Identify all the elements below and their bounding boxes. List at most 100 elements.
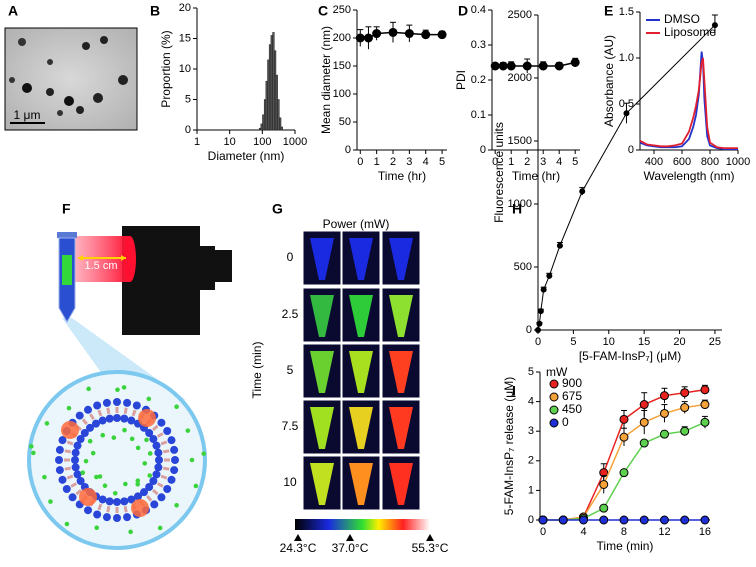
cargo — [142, 461, 148, 466]
thermal-tube — [389, 295, 413, 337]
lipid-head — [154, 448, 163, 457]
data-point — [639, 417, 649, 427]
legend-swatch — [549, 392, 559, 402]
lipid-tail — [89, 413, 95, 421]
x-tick-label: 5 — [439, 156, 445, 168]
y-tick-label: 1.5 — [619, 6, 634, 18]
y-tick-label: 0 — [628, 144, 634, 156]
y-axis-label: PDI — [454, 70, 468, 90]
data-point — [619, 515, 629, 525]
lipid-head — [123, 513, 132, 522]
lipid-tail — [152, 424, 159, 431]
cargo — [111, 435, 117, 440]
cargo — [129, 436, 135, 442]
lipid-head — [113, 498, 121, 506]
cargo — [44, 421, 50, 426]
y-tick-label: 0 — [480, 144, 486, 156]
cargo — [87, 438, 93, 444]
dye — [131, 499, 149, 517]
bar — [279, 117, 282, 131]
lipid-tail — [106, 506, 111, 513]
bar — [258, 127, 262, 131]
data-point — [404, 29, 414, 39]
legend-label: 0 — [562, 415, 569, 429]
y-tick-label: 0 — [526, 324, 532, 336]
legend-swatch — [549, 418, 559, 428]
thermal-tube — [349, 463, 373, 505]
x-axis-label: [5-FAM-InsP₇] (μM) — [579, 349, 681, 363]
cargo — [157, 525, 163, 531]
data-point — [355, 33, 365, 43]
cargo — [80, 470, 86, 475]
lipid-head — [84, 506, 92, 515]
lipid-head — [145, 429, 154, 438]
data-point — [639, 515, 649, 525]
data-point — [639, 438, 649, 448]
x-tick-label: 15 — [638, 336, 650, 348]
y-tick-label: 4 — [528, 396, 534, 408]
x-tick-label: 2 — [390, 156, 396, 168]
panel-letter: G — [272, 201, 283, 217]
lipid-head — [152, 441, 161, 450]
lipid-head — [98, 416, 107, 425]
x-tick-label: 1 — [194, 136, 200, 148]
data-point — [659, 515, 669, 525]
time-label: Time (min) — [250, 342, 264, 399]
legend-label: DMSO — [664, 12, 700, 26]
legend-swatch — [549, 379, 559, 389]
y-tick-label: 3 — [528, 425, 534, 437]
bar — [274, 50, 277, 131]
lipid-tail — [163, 449, 170, 454]
lipid-head — [113, 414, 121, 422]
lipid-head — [170, 445, 179, 454]
y-tick-label: 0.1 — [471, 109, 486, 121]
y-tick-label: 1 — [528, 484, 534, 496]
x-axis-label: Diameter (nm) — [208, 149, 285, 163]
cargo — [94, 525, 100, 531]
y-tick-label: 0 — [185, 124, 191, 136]
data-point — [711, 22, 718, 29]
dye — [138, 409, 156, 427]
x-tick-label: 1000 — [283, 136, 307, 148]
y-tick-label: 2000 — [508, 72, 532, 84]
lipid-head — [113, 514, 121, 522]
lipid-head — [58, 475, 67, 484]
lipid-head — [68, 493, 77, 502]
time-value: 2.5 — [282, 307, 299, 321]
x-tick-label: 3 — [540, 156, 546, 168]
x-tick-label: 800 — [701, 156, 719, 168]
thermal-tube — [349, 351, 373, 393]
y-tick-label: 1500 — [508, 135, 532, 147]
data-point — [680, 426, 690, 436]
cargo — [135, 445, 141, 451]
x-tick-label: 1000 — [726, 156, 750, 168]
data-point — [623, 110, 630, 117]
thermal-images: Power (mW) Time (min) 45067590002.557.51… — [250, 217, 449, 555]
legend-label: 450 — [562, 402, 582, 416]
panel-letter: I — [512, 383, 516, 399]
cargo — [97, 474, 103, 479]
y-axis-label: Proportion (%) — [159, 30, 173, 107]
lipid-head — [155, 456, 163, 464]
cargo — [64, 521, 70, 527]
cargo — [48, 499, 53, 504]
legend-label: Liposome — [664, 25, 716, 39]
data-point — [659, 391, 669, 401]
lipid-tail — [75, 489, 82, 496]
lipid-head — [167, 436, 176, 445]
y-tick-label: 150 — [333, 60, 351, 72]
lipid-head — [105, 497, 114, 506]
lipid-head — [123, 398, 132, 407]
lipid-head — [98, 495, 107, 504]
lipid-tail — [156, 432, 164, 438]
tem-image: 1 μm — [4, 27, 138, 131]
lipid-head — [76, 435, 85, 443]
data-point — [619, 468, 629, 478]
cargo — [146, 396, 152, 402]
y-tick-label: 1000 — [508, 198, 532, 210]
lipid-head — [73, 470, 82, 479]
lipid-head — [170, 466, 179, 475]
x-tick-label: 4 — [556, 156, 562, 168]
time-value: 0 — [287, 250, 294, 264]
